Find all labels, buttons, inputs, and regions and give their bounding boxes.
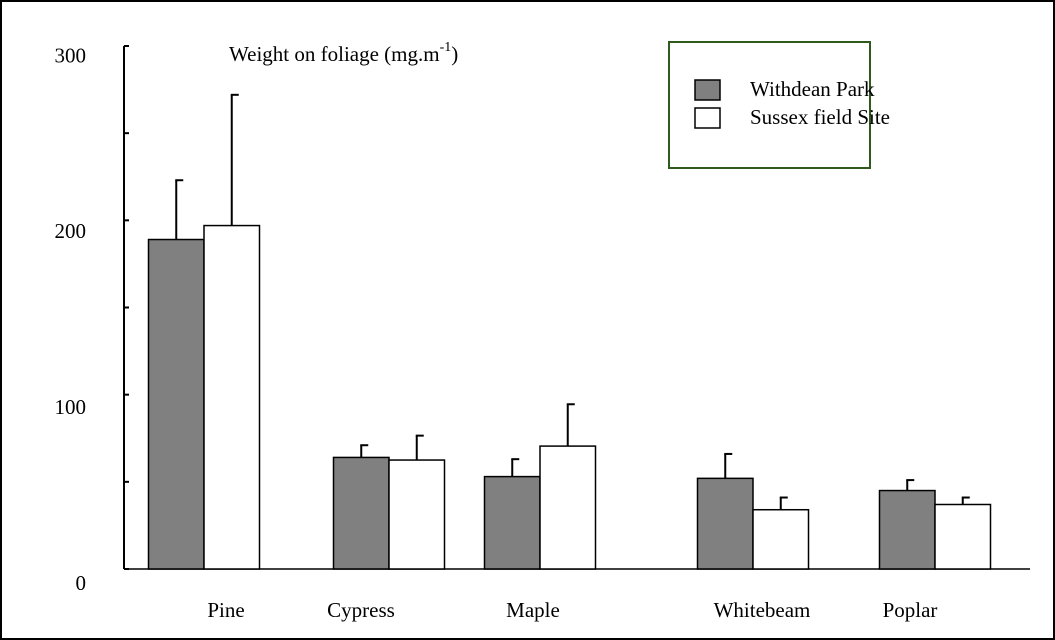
x-tick-label: Pine bbox=[207, 598, 244, 622]
y-tick-label: 0 bbox=[76, 571, 87, 595]
legend-swatch bbox=[694, 107, 721, 129]
bar bbox=[539, 445, 597, 570]
bar bbox=[483, 475, 541, 570]
bar bbox=[934, 503, 992, 570]
legend-box bbox=[668, 41, 871, 169]
bar bbox=[332, 456, 390, 570]
bar bbox=[752, 508, 810, 570]
y-tick-label: 200 bbox=[55, 219, 87, 243]
legend-label: Sussex field Site bbox=[750, 105, 890, 129]
x-tick-label: Maple bbox=[506, 598, 560, 622]
chart-title: Weight on foliage (mg.m-1) bbox=[229, 40, 458, 66]
x-tick-label: Cypress bbox=[327, 598, 395, 622]
bar bbox=[147, 238, 205, 570]
bar bbox=[696, 477, 754, 570]
y-tick-label: 300 bbox=[55, 43, 87, 67]
bar bbox=[203, 224, 261, 570]
y-tick-label: 100 bbox=[55, 395, 87, 419]
legend-label: Withdean Park bbox=[750, 77, 875, 101]
bar bbox=[388, 459, 446, 570]
bar bbox=[878, 489, 936, 570]
x-tick-label: Poplar bbox=[883, 598, 938, 622]
legend-swatch bbox=[694, 79, 721, 101]
x-tick-label: Whitebeam bbox=[714, 598, 811, 622]
